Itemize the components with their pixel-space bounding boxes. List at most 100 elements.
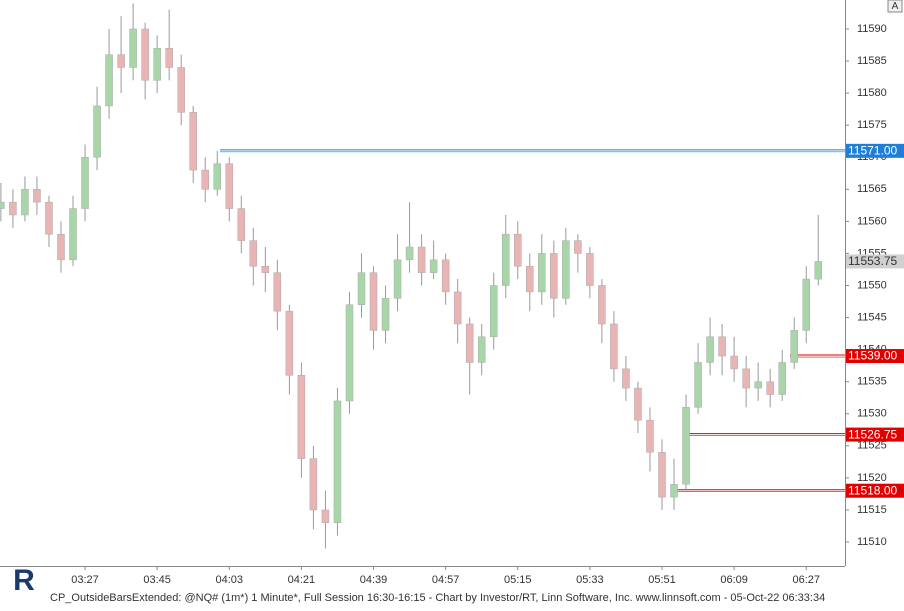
candle-body — [574, 240, 582, 254]
candle-body — [357, 272, 366, 305]
level-label: 11553.75 — [848, 254, 897, 268]
candle-body — [177, 67, 185, 113]
level-tag — [846, 143, 904, 158]
candle-body — [117, 54, 125, 68]
level-label: 11526.75 — [848, 427, 897, 441]
x-tick-label: 05:15 — [504, 574, 532, 586]
candle-body — [201, 169, 209, 190]
y-tick-label: 11565 — [857, 183, 887, 195]
y-tick-label: 11555 — [857, 247, 887, 259]
candle-body — [69, 208, 77, 261]
candle-body — [237, 208, 246, 241]
candle-body — [165, 47, 173, 68]
level-tag — [846, 349, 904, 364]
level-label: 11518.00 — [848, 483, 897, 497]
candle-body — [501, 233, 510, 286]
candle-body — [489, 285, 498, 338]
candle-body — [766, 381, 774, 395]
candle-body — [646, 419, 654, 453]
level-label: 11571.00 — [848, 144, 897, 158]
candle-body — [381, 298, 390, 331]
candle-body — [93, 105, 101, 158]
candle-body — [105, 54, 113, 107]
y-tick-label: 11520 — [857, 472, 887, 484]
y-tick-label: 11560 — [857, 215, 887, 227]
candle-body — [706, 336, 714, 363]
candle-body — [610, 323, 618, 370]
candle-body — [658, 451, 666, 498]
candle-body — [225, 163, 234, 209]
x-tick-label: 05:51 — [648, 574, 676, 586]
candle-body — [670, 484, 678, 498]
candle-body — [57, 233, 65, 261]
candle-body — [213, 163, 222, 190]
candle-body — [790, 330, 798, 363]
candle-body — [21, 189, 29, 216]
y-tick-label: 11580 — [857, 87, 887, 99]
candle-body — [429, 259, 438, 273]
candle-body — [405, 246, 414, 261]
candle-body — [249, 240, 258, 267]
candle-body — [0, 201, 5, 209]
candle-body — [586, 253, 594, 286]
x-tick-label: 06:27 — [792, 574, 820, 586]
y-tick-label: 11515 — [857, 504, 887, 516]
candle-body — [526, 266, 534, 293]
candle-body — [345, 304, 354, 402]
candle-body — [129, 28, 137, 68]
candle-body — [369, 272, 378, 331]
x-tick-label: 03:45 — [143, 574, 171, 586]
level-tag — [846, 254, 904, 269]
candle-body — [682, 407, 690, 485]
candle-body — [778, 362, 786, 395]
footer: CP_OutsideBarsExtended: @NQ# (1m*) 1 Min… — [50, 592, 825, 604]
x-tick-label: 04:03 — [216, 574, 244, 586]
candle-body — [9, 201, 17, 216]
candle-body — [45, 201, 53, 235]
x-tick-label: 03:27 — [71, 574, 99, 586]
candle-body — [261, 266, 270, 273]
candle-body — [273, 272, 282, 312]
candle-body — [742, 368, 750, 389]
level-label: 11539.00 — [848, 349, 897, 363]
candle-body — [550, 253, 558, 299]
candle-body — [814, 261, 823, 280]
y-tick-label: 11590 — [857, 23, 887, 35]
candle-body — [81, 156, 89, 209]
candle-body — [730, 355, 738, 370]
candle-body — [309, 458, 318, 511]
candle-body — [622, 368, 630, 389]
y-tick-label: 11525 — [857, 440, 887, 452]
candle-body — [694, 362, 702, 408]
x-tick-label: 04:21 — [288, 574, 316, 586]
candle-body — [321, 509, 330, 524]
candle-body — [477, 336, 486, 363]
candle-body — [441, 259, 450, 293]
candle-body — [417, 246, 426, 273]
y-tick-label: 11530 — [857, 408, 887, 420]
logo: R — [13, 564, 35, 597]
x-tick-label: 05:33 — [576, 574, 604, 586]
candle-body — [718, 336, 726, 357]
candle-body — [538, 253, 546, 293]
candle-body — [33, 189, 41, 203]
button-a-label[interactable]: A — [892, 1, 899, 12]
candle-body — [465, 323, 474, 363]
x-tick-label: 04:39 — [360, 574, 388, 586]
y-tick-label: 11575 — [857, 119, 887, 131]
y-tick-label: 11585 — [857, 55, 887, 67]
candle-body — [514, 233, 522, 267]
candle-body — [285, 310, 294, 376]
y-tick-label: 11550 — [857, 279, 887, 291]
y-tick-label: 11535 — [857, 376, 887, 388]
candle-body — [333, 400, 342, 524]
candle-body — [634, 387, 642, 421]
y-tick-label: 11510 — [857, 536, 887, 548]
y-tick-label: 11545 — [857, 311, 887, 323]
candle-body — [141, 28, 149, 81]
candle-body — [598, 285, 606, 325]
level-tag — [846, 483, 904, 498]
button-a[interactable] — [887, 0, 903, 13]
